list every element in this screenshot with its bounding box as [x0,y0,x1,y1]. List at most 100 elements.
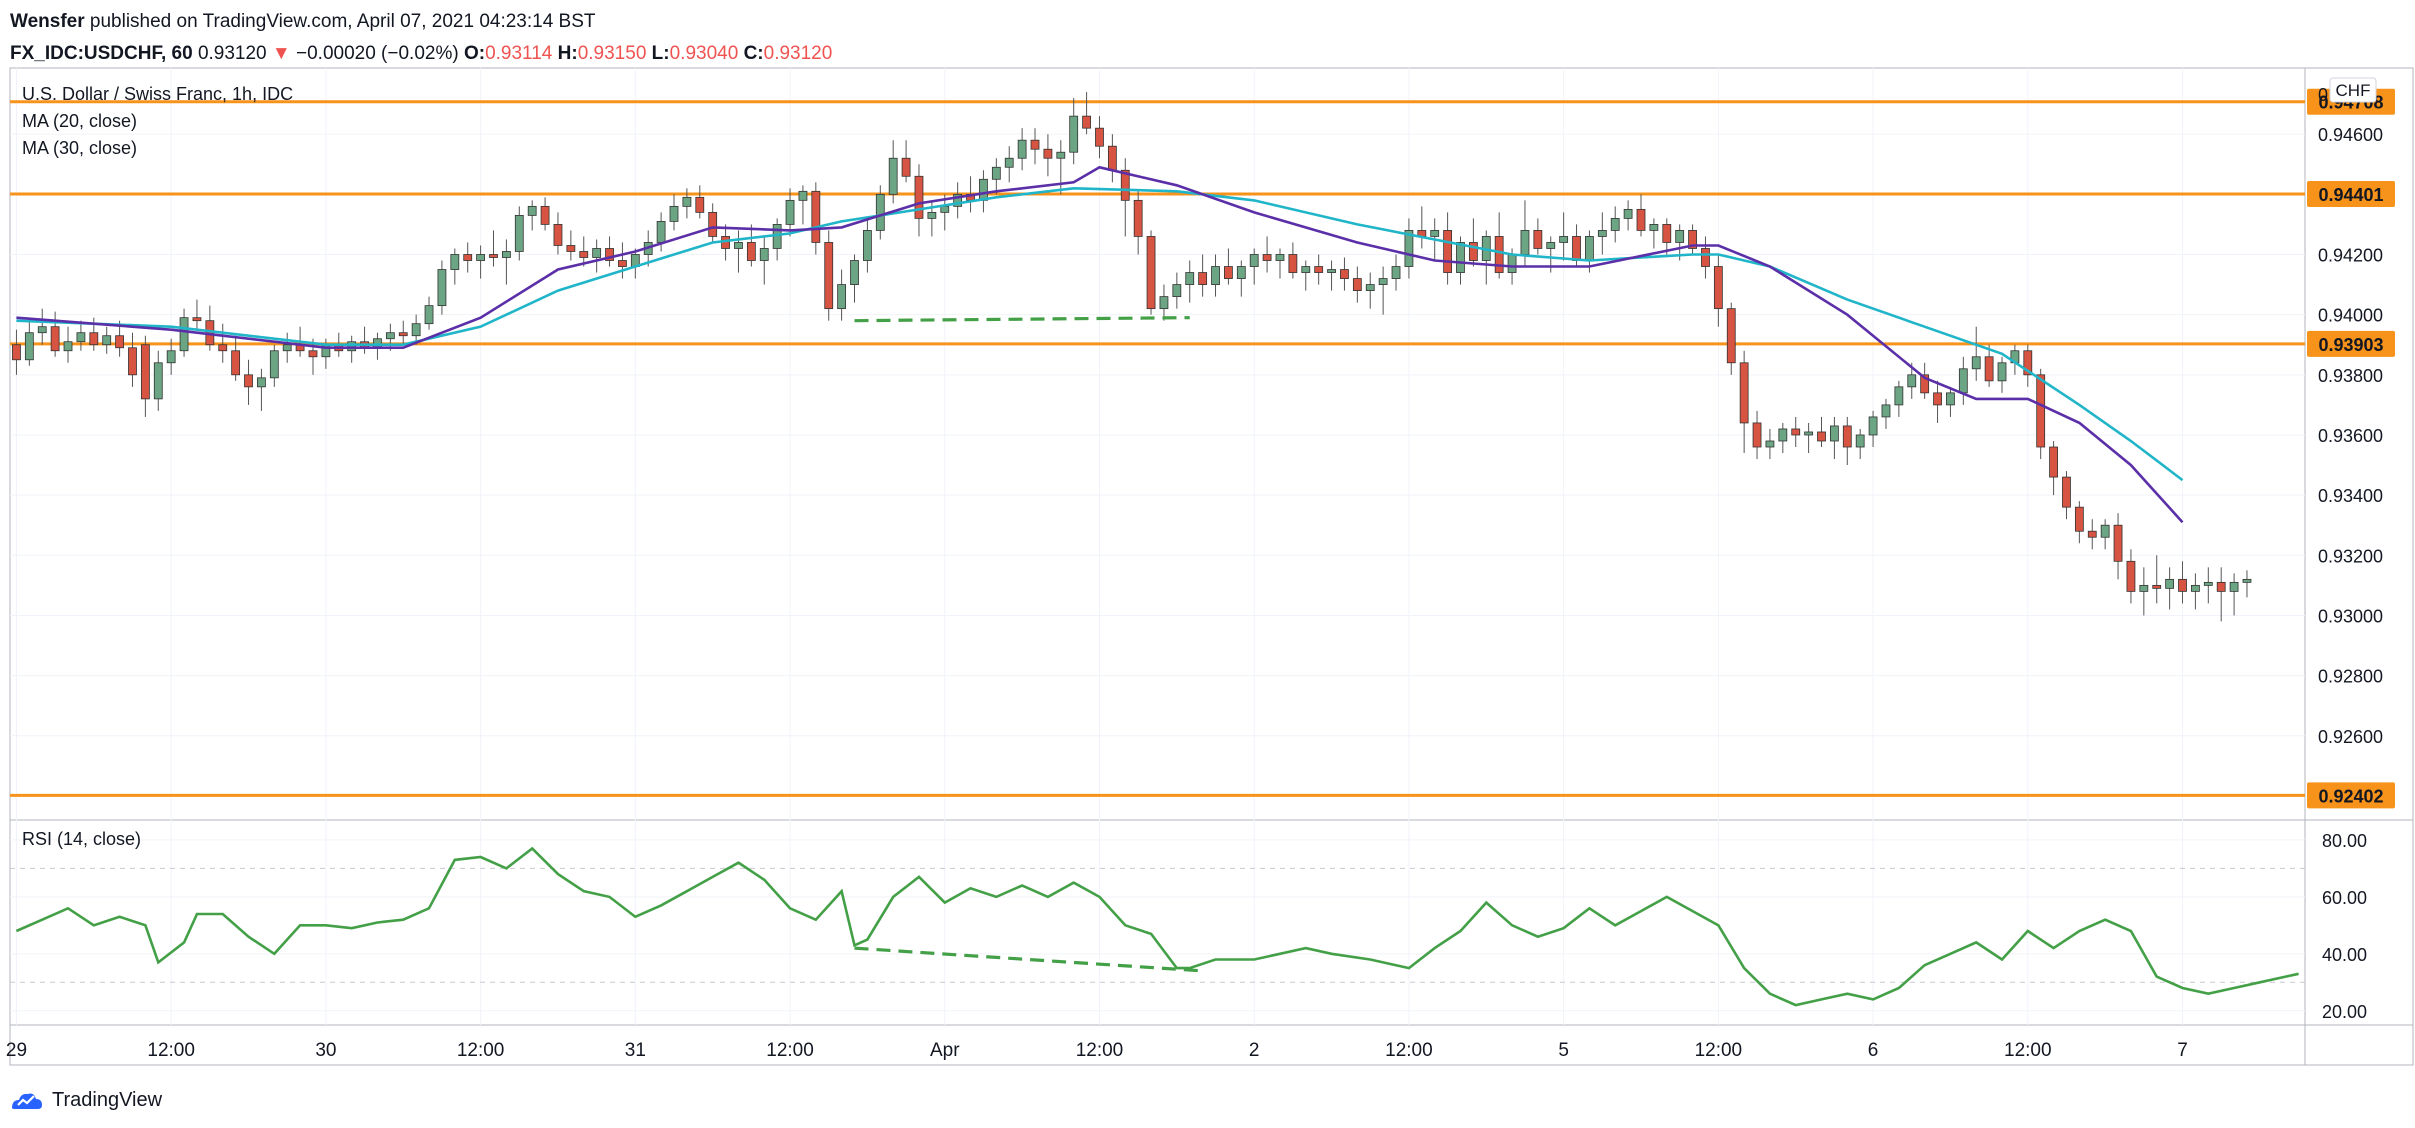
candle [1275,248,1285,279]
candle [1301,260,1311,291]
rsi-tick-label[interactable]: 80.00 [2322,831,2367,851]
time-tick-label[interactable]: 29 [6,1040,27,1061]
level-price-tag [2307,782,2395,809]
candle [1365,272,1375,309]
candle [566,230,576,261]
candle-body [579,251,589,258]
candle-body [605,248,614,261]
time-tick-label[interactable]: 12:00 [1385,1040,1433,1061]
candle [875,185,885,240]
candle [140,335,150,417]
candle [424,296,434,330]
candle [553,212,563,255]
candle-body [1494,236,1504,273]
candle [1004,146,1014,183]
candle [1069,98,1079,165]
candle-body [476,254,486,261]
low-value: 0.93040 [669,43,739,64]
price-tick-label[interactable]: 0.94600 [2318,125,2383,145]
candle [888,140,898,204]
price-tick-label[interactable]: 0.93800 [2318,366,2383,386]
trendline-annotations[interactable] [854,316,1203,973]
candle [476,245,486,279]
candle [979,170,988,213]
price-axis[interactable]: 0.94600 0.94200 0.94000 0.93800 0.93600 0.934… [2318,77,2383,747]
candle [1340,257,1349,291]
candle-body [991,166,1001,180]
price-tick-label[interactable]: 0.93600 [2318,426,2383,446]
candle [592,239,602,273]
candle-body [527,205,537,216]
time-tick-label[interactable]: 7 [2177,1040,2188,1061]
price-tick-label[interactable]: 0.93400 [2318,486,2383,506]
time-axis[interactable]: 29 12:00 30 12:00 31 12:00 Apr 12:00 2 12:00 5 12:0… [6,1040,2188,1061]
price-tick-label[interactable]: 0.93200 [2318,546,2383,566]
rsi-tick-label[interactable]: 60.00 [2322,888,2367,908]
rsi-tick-label[interactable]: 40.00 [2322,945,2367,965]
candle [1378,266,1388,315]
candle [1713,254,1723,327]
candle-body [385,332,395,340]
footer-brand[interactable]: TradingView [52,1088,163,1111]
price-tick-label-clipped[interactable]: 0 [2318,85,2328,105]
candle-body [2152,584,2162,589]
candle-body [424,305,434,325]
candle [450,248,460,285]
time-tick-label[interactable]: 12:00 [1695,1040,1743,1061]
close-label: C: [743,43,764,64]
time-tick-label[interactable]: 6 [1868,1040,1879,1061]
time-tick-label[interactable]: 12:00 [147,1040,195,1061]
candle [1726,302,1736,375]
candle-body [89,332,99,346]
price-tick-label[interactable]: 0.92600 [2318,727,2383,747]
tradingview-logo-icon[interactable] [10,1088,44,1112]
candle [1327,260,1336,291]
candle-body [1597,230,1607,237]
time-tick-label[interactable]: 12:00 [1076,1040,1124,1061]
candle-body [1095,127,1104,147]
candle-body [1546,242,1556,249]
legend-ma30[interactable]: MA (30, close) [22,138,137,158]
candle [1095,116,1104,159]
price-tick-label[interactable]: 0.93000 [2318,606,2383,626]
candle [1017,128,1027,171]
rsi-title[interactable]: RSI (14, close) [22,829,141,849]
time-tick-label[interactable]: 5 [1558,1040,1569,1061]
publisher-name[interactable]: Wensfer [10,11,85,32]
time-tick-label[interactable]: 2 [1249,1040,1260,1061]
time-tick-label[interactable]: 30 [315,1040,336,1061]
price-change: −0.00020 (−0.02%) [296,43,459,64]
time-tick-label[interactable]: 12:00 [766,1040,814,1061]
candle [953,182,963,219]
candle-body [1378,278,1388,285]
rsi-trendline-annotation[interactable] [854,946,1203,973]
candle [1468,218,1478,267]
candle-body [863,230,872,261]
candle [489,230,498,267]
currency-badge[interactable]: CHF [2329,77,2377,103]
candle-body [1275,254,1285,261]
candle [695,185,705,219]
time-tick-label[interactable]: 12:00 [457,1040,505,1061]
candle-body [1752,422,1762,448]
legend-ma20[interactable]: MA (20, close) [22,111,137,131]
candle-body [2126,560,2136,592]
low-label: L: [651,43,670,64]
rsi-axis[interactable]: 80.00 60.00 40.00 20.00 [2322,831,2367,1022]
candle-body [257,377,266,388]
candle [1636,194,1646,237]
price-tick-label[interactable]: 0.94000 [2318,306,2383,326]
time-tick-label[interactable]: Apr [930,1040,960,1061]
candle-body [798,190,808,201]
time-tick-label[interactable]: 31 [625,1040,646,1061]
time-tick-label[interactable]: 12:00 [2004,1040,2052,1061]
candle [1030,128,1040,165]
rsi-tick-label[interactable]: 20.00 [2322,1002,2367,1022]
candle-body [875,193,885,231]
price-trendline-annotation[interactable] [854,316,1190,323]
price-tick-label[interactable]: 0.92800 [2318,667,2383,687]
candle-body [2229,581,2239,592]
price-tick-label[interactable]: 0.94200 [2318,245,2383,265]
